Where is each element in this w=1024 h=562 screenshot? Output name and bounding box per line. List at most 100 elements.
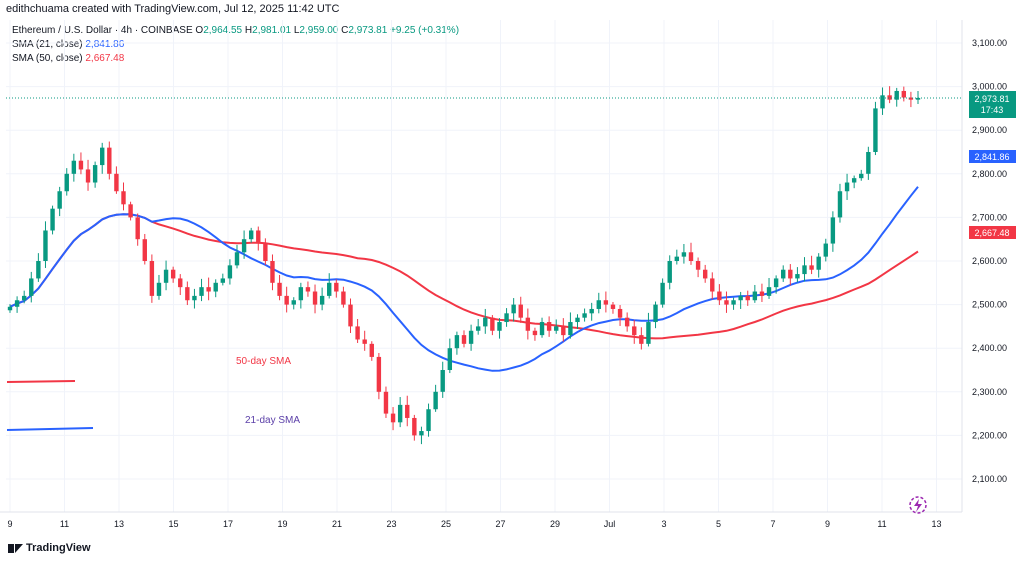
candle-body — [149, 261, 155, 296]
candle-body — [688, 252, 694, 261]
candle-body — [192, 295, 197, 301]
low-value: 2,959.00 — [299, 25, 339, 36]
candle-body — [383, 391, 389, 414]
sma21-row[interactable]: SMA (21, close) 2,841.86 — [12, 38, 459, 52]
candle-body — [277, 282, 282, 296]
sma21-tag-box — [969, 150, 1016, 163]
x-tick-label: 17 — [223, 519, 233, 529]
candle-body — [263, 243, 268, 261]
tradingview-logo[interactable]: TradingView — [8, 542, 91, 554]
candle-body — [7, 306, 13, 311]
chart-legend: Ethereum / U.S. Dollar · 4h · COINBASE O… — [12, 24, 459, 66]
candle-body — [532, 330, 538, 336]
candle-body — [873, 108, 878, 152]
candle-body — [248, 230, 254, 240]
candle-body — [57, 191, 62, 209]
candle-body — [21, 295, 27, 301]
tradingview-logo-text: TradingView — [26, 542, 91, 554]
candle-body — [213, 282, 218, 292]
y-tick-label: 2,300.00 — [972, 387, 1007, 397]
sma50-series — [9, 213, 919, 340]
candle-body — [667, 261, 672, 283]
candle-body — [575, 317, 580, 323]
candles — [7, 86, 921, 445]
candle-body — [227, 265, 233, 279]
symbol-label[interactable]: Ethereum / U.S. Dollar · 4h · COINBASE — [12, 25, 193, 36]
candle-body — [561, 326, 566, 336]
candle-body — [298, 287, 304, 301]
candle-body — [539, 322, 545, 336]
y-axis[interactable]: 2,100.00 2,200.00 2,300.00 2,400.00 2,500.00… — [961, 20, 1007, 512]
candle-body — [241, 239, 247, 253]
candle-body — [156, 282, 162, 296]
candle-body — [887, 95, 892, 100]
candle-body — [475, 326, 481, 331]
x-tick-label: 21 — [332, 519, 342, 529]
price-tag: 2,973.81 17:43 — [969, 91, 1016, 118]
x-tick-label: 9 — [825, 519, 830, 529]
replay-icon[interactable] — [909, 496, 927, 514]
candle-body — [681, 252, 687, 257]
candle-body — [880, 95, 885, 109]
candle-body — [844, 182, 850, 192]
candle-body — [100, 147, 105, 166]
y-tick-label: 2,400.00 — [972, 343, 1007, 353]
candle-body — [256, 230, 261, 244]
candle-body — [92, 165, 98, 183]
candle-body — [745, 295, 750, 301]
x-tick-label: 13 — [931, 519, 941, 529]
x-axis[interactable]: 9 11 13 15 17 19 21 23 25 27 29 Jul 3 5 7 9 11 13 — [0, 511, 962, 529]
candle-body — [341, 291, 346, 305]
candle-body — [447, 348, 453, 370]
candle-body — [334, 282, 339, 292]
candle-body — [234, 252, 240, 266]
candle-body — [710, 278, 715, 292]
candle-body — [185, 287, 190, 301]
sma50-sample-line — [6, 380, 76, 383]
candle-body — [291, 300, 296, 305]
candle-body — [823, 243, 828, 257]
x-tick-label: 27 — [495, 519, 505, 529]
candle-body — [589, 308, 594, 314]
candle-body — [397, 404, 403, 423]
sma21-tag: 2,841.86 — [969, 150, 1016, 163]
y-tick-label: 3,000.00 — [972, 82, 1007, 92]
x-tick-label: 5 — [716, 519, 721, 529]
sma50-row[interactable]: SMA (50, close) 2,667.48 — [12, 52, 459, 66]
close-label: C — [341, 25, 349, 36]
candle-body — [43, 230, 48, 261]
candle-body — [419, 431, 424, 436]
x-tick-label: 3 — [661, 519, 666, 529]
candle-body — [107, 147, 112, 174]
candle-body — [454, 335, 460, 349]
candle-body — [348, 304, 353, 327]
x-tick-label: 7 — [770, 519, 775, 529]
price-tag-price: 2,973.81 — [974, 94, 1009, 104]
candle-body — [752, 291, 758, 301]
candle-body — [851, 178, 857, 183]
candle-body — [908, 97, 914, 100]
y-tick-label: 2,600.00 — [972, 256, 1007, 266]
candle-body — [724, 300, 729, 305]
price-tag-box — [969, 91, 1016, 118]
x-tick-label: 15 — [168, 519, 178, 529]
y-tick-label: 2,800.00 — [972, 169, 1007, 179]
y-tick-label: 2,100.00 — [972, 474, 1007, 484]
candle-body — [674, 256, 680, 261]
sma50-tag-text: 2,667.48 — [974, 228, 1009, 238]
sma21-annotation: 21-day SMA — [245, 415, 300, 426]
candle-body — [426, 409, 431, 432]
candle-body — [440, 370, 445, 392]
candle-body — [702, 269, 708, 279]
price-tag-countdown: 17:43 — [981, 105, 1004, 115]
open-value: 2,964.55 — [203, 25, 243, 36]
sma50-label: SMA (50, close) — [12, 53, 83, 64]
candle-body — [695, 261, 701, 270]
chart-credit: edithchuama created with TradingView.com… — [6, 3, 340, 15]
candle-body — [894, 90, 899, 100]
candle-body — [355, 326, 360, 340]
candle-body — [85, 169, 91, 183]
candle-body — [568, 322, 573, 336]
candle-body — [504, 313, 509, 323]
